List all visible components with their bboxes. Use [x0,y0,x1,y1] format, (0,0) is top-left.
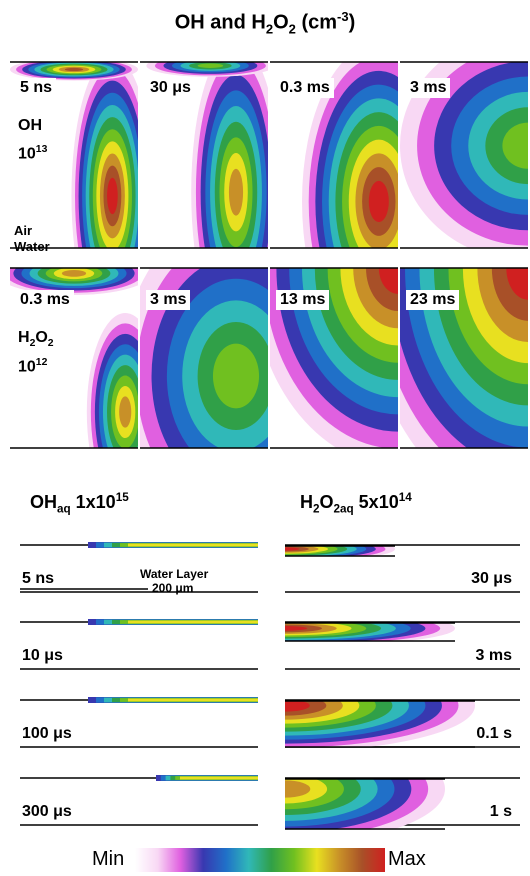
species: H2O2 [18,329,54,350]
air-label: Air [14,223,33,238]
shape [61,269,87,277]
time-label: 10 μs [22,647,63,664]
band [128,698,258,702]
colorbar-max: Max [388,848,426,870]
species: OH [18,117,42,134]
contour [302,62,398,248]
band [128,543,258,547]
heading: OHaq 1x1015 [30,491,129,516]
time-label: 23 ms [406,290,460,310]
title: OH and H2O2 (cm-3) [174,9,356,37]
band [128,620,258,624]
shape [107,177,118,215]
scale: 1012 [18,357,48,376]
time-label: 5 ns [16,78,57,98]
contour [146,62,268,248]
time-label: 1 s [489,803,512,820]
water-label: Water [14,239,50,254]
shape [502,122,528,169]
time-label: 0.1 s [476,725,512,742]
contour [285,546,395,556]
time-label: 30 μs [471,570,512,587]
contour [140,268,268,448]
time-label: 3 ms [146,290,191,310]
time-label: 30 μs [146,78,195,98]
time-label: 0.3 ms [276,78,334,98]
time-label: 0.3 ms [16,290,74,310]
contour [285,779,445,829]
shape [506,268,528,300]
shape [285,701,310,712]
contour [10,62,138,248]
shape [228,168,244,216]
scale: 1013 [18,144,48,163]
shape [119,396,132,428]
shape [64,67,84,72]
scale-bar: Water Layer [140,567,209,581]
shape [212,343,260,409]
time-label: 3 ms [475,647,512,664]
shape [378,268,398,294]
heading: H2O2aq 5x1014 [300,491,412,516]
contour [400,62,528,248]
time-label: 5 ns [22,570,55,587]
shape [197,63,224,68]
contour [285,623,455,641]
shape [285,626,308,631]
contour [285,701,475,747]
colorbar-min: Min [92,848,125,870]
time-label: 300 μs [22,803,72,820]
shape [285,780,311,798]
shape [285,547,300,551]
scale-bar: 200 μm [152,581,194,595]
colorbar [135,848,385,872]
time-label: 13 ms [276,290,330,310]
shape [368,180,389,223]
contour [10,268,138,448]
band [180,776,258,780]
time-label: 100 μs [22,725,72,742]
time-label: 3 ms [406,78,451,98]
